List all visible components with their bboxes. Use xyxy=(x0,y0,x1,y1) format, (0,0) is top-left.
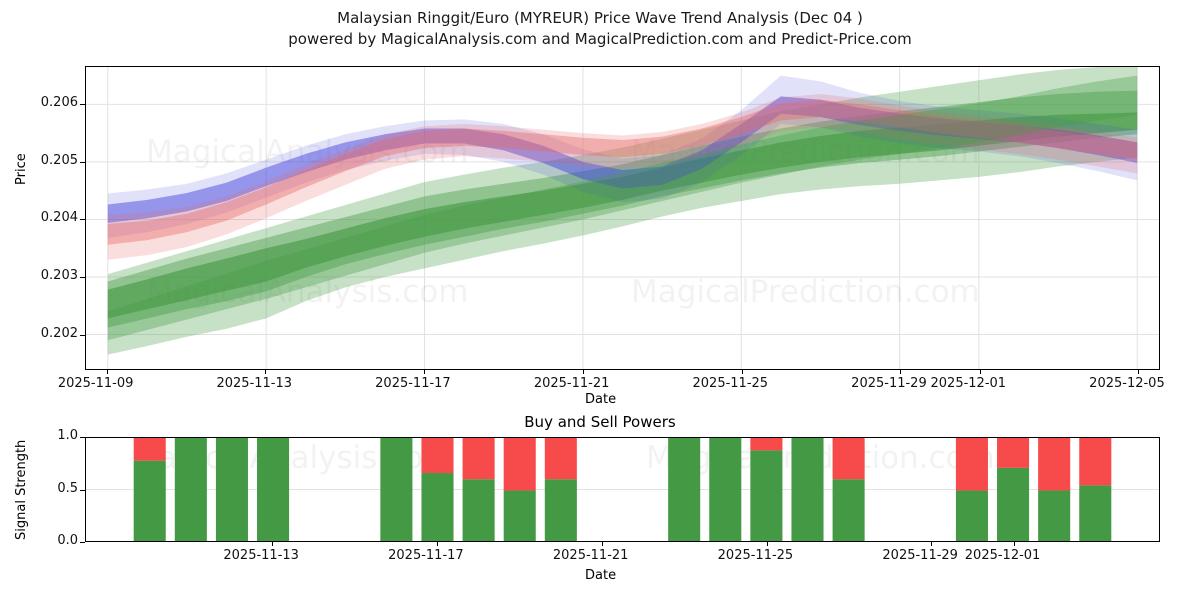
price-wave-chart: MagicalAnalysis.com MagicalPrediction.com… xyxy=(85,66,1160,370)
price-y-tick-mark xyxy=(80,277,85,279)
price-y-tick: 0.202 xyxy=(40,326,78,342)
price-x-tick-mark xyxy=(424,369,426,374)
signal-y-tick-mark xyxy=(80,437,85,438)
price-x-tick: 2025-11-21 xyxy=(533,376,610,391)
price-x-tick: 2025-12-05 xyxy=(1089,376,1165,391)
signal-x-tick: 2025-11-21 xyxy=(552,548,629,563)
signal-y-tick: 0.0 xyxy=(57,533,78,548)
price-x-tick-mark xyxy=(979,369,981,374)
price-x-tick-mark xyxy=(741,369,743,374)
signal-x-tick: 2025-11-29 xyxy=(882,548,958,563)
price-x-tick-mark xyxy=(1138,369,1140,374)
price-x-tick: 2025-11-09 xyxy=(57,376,134,391)
svg-text:MagicalPrediction.com: MagicalPrediction.com xyxy=(631,274,980,310)
signal-x-tick-mark xyxy=(931,541,933,546)
price-x-tick-mark xyxy=(582,369,584,374)
price-x-tick-mark xyxy=(900,369,902,374)
signal-x-tick-mark xyxy=(766,541,768,546)
signal-x-tick: 2025-11-17 xyxy=(388,548,464,563)
price-x-tick-mark xyxy=(106,369,108,374)
price-y-tick-mark xyxy=(80,335,85,337)
price-x-tick: 2025-11-25 xyxy=(692,376,769,391)
price-y-tick-mark xyxy=(80,161,85,163)
signal-x-tick: 2025-12-01 xyxy=(964,548,1041,563)
chart-title-block: Malaysian Ringgit/Euro (MYREUR) Price Wa… xyxy=(0,8,1200,50)
price-y-tick: 0.205 xyxy=(40,152,78,168)
price-y-tick: 0.206 xyxy=(40,94,78,110)
signal-x-tick-mark xyxy=(601,541,603,546)
price-y-tick-mark xyxy=(80,219,85,221)
signal-x-tick: 2025-11-25 xyxy=(717,548,794,563)
price-x-axis-label: Date xyxy=(585,392,617,407)
svg-text:MagicalAnalysis.com: MagicalAnalysis.com xyxy=(146,134,468,170)
page-subtitle: powered by MagicalAnalysis.com and Magic… xyxy=(288,30,912,48)
signal-y-tick-mark xyxy=(80,542,85,543)
signal-x-tick-mark xyxy=(1013,541,1015,546)
price-y-tick-mark xyxy=(80,103,85,105)
page-title: Malaysian Ringgit/Euro (MYREUR) Price Wa… xyxy=(337,9,863,27)
signal-x-tick-mark xyxy=(437,541,439,546)
price-plot-area: MagicalAnalysis.com MagicalPrediction.com… xyxy=(86,67,1159,369)
price-x-tick-mark xyxy=(265,369,267,374)
price-x-tick: 2025-12-01 xyxy=(930,376,1007,391)
price-x-tick: 2025-11-29 xyxy=(851,376,927,391)
signal-y-tick: 0.5 xyxy=(57,480,78,496)
price-x-tick: 2025-11-13 xyxy=(216,376,293,391)
signal-x-tick-mark xyxy=(272,541,274,546)
signal-x-axis-label: Date xyxy=(585,568,617,583)
signal-y-tick: 1.0 xyxy=(57,428,78,443)
signal-x-tick: 2025-11-13 xyxy=(223,548,299,563)
price-x-tick: 2025-11-17 xyxy=(375,376,451,391)
signal-y-tick-mark xyxy=(80,489,85,491)
price-y-tick: 0.204 xyxy=(40,210,78,226)
price-y-tick: 0.203 xyxy=(40,268,78,284)
signal-chart-title: Buy and Sell Powers xyxy=(524,413,676,431)
